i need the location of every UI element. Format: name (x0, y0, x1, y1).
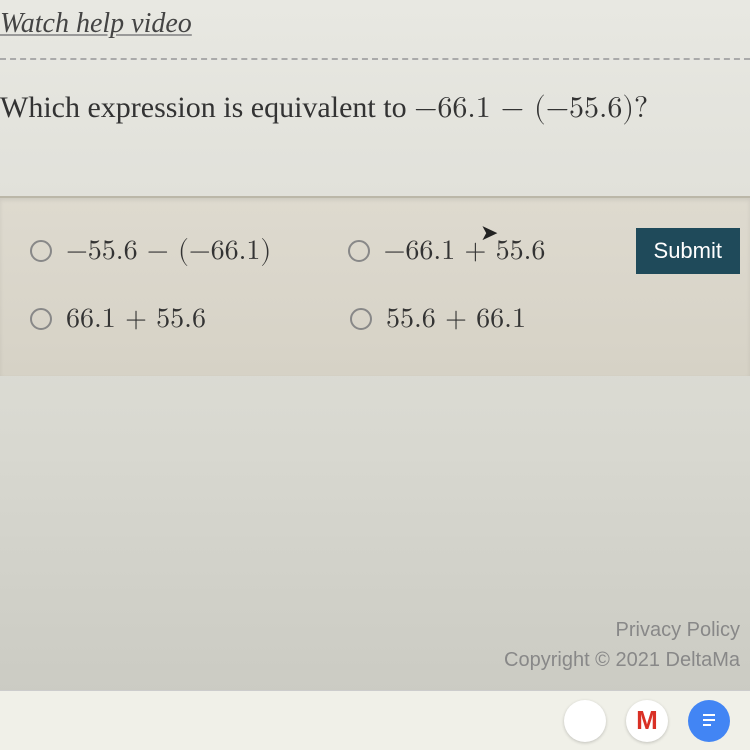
gmail-icon[interactable]: M (626, 700, 668, 742)
chrome-icon[interactable] (564, 700, 606, 742)
radio-icon (30, 308, 52, 330)
footer: Privacy Policy Copyright © 2021 DeltaMa (504, 615, 740, 675)
option-d-label: 55.6 + 66.1 (386, 302, 526, 336)
docs-icon[interactable] (688, 700, 730, 742)
option-c[interactable]: 66.1 + 55.6 (10, 302, 350, 336)
option-b-label: −66.1 + 55.6 (384, 234, 546, 268)
copyright-text: Copyright © 2021 DeltaMa (504, 645, 740, 675)
question-expression: −66.1 − (−55.6)? (414, 93, 648, 123)
radio-icon (350, 308, 372, 330)
option-a[interactable]: −55.6 − (−66.1) (10, 234, 348, 268)
option-d[interactable]: 55.6 + 66.1 (350, 302, 640, 336)
submit-button[interactable]: Submit (636, 228, 740, 274)
cursor-icon: ➤ (480, 220, 498, 246)
option-a-label: −55.6 − (−66.1) (66, 234, 271, 268)
question-text: Which expression is equivalent to −66.1 … (0, 90, 750, 176)
radio-icon (348, 240, 370, 262)
radio-icon (30, 240, 52, 262)
divider (0, 58, 750, 60)
taskbar: M (0, 690, 750, 750)
watch-help-video-link[interactable]: Watch help video (0, 0, 750, 58)
options-panel: −55.6 − (−66.1) −66.1 + 55.6 Submit 66.1… (0, 196, 750, 376)
option-c-label: 66.1 + 55.6 (66, 302, 206, 336)
privacy-link[interactable]: Privacy Policy (504, 615, 740, 645)
question-prefix: Which expression is equivalent to (0, 91, 414, 124)
